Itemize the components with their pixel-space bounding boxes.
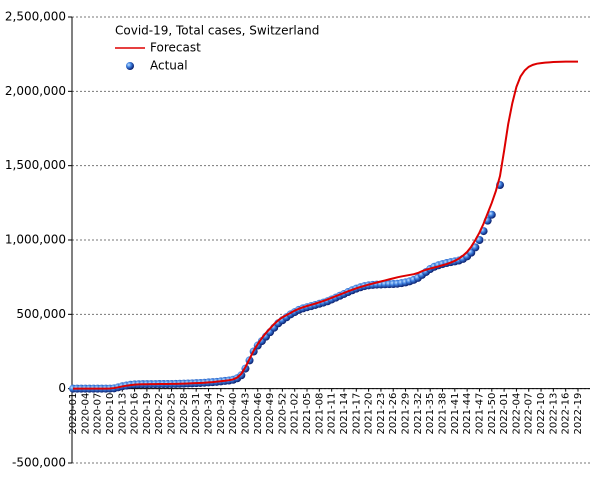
legend-title: Covid-19, Total cases, Switzerland bbox=[115, 24, 319, 38]
x-tick-label: 2021-05 bbox=[302, 393, 313, 435]
y-tick-label: 1,000,000 bbox=[5, 233, 66, 247]
legend-dot-key bbox=[126, 62, 134, 70]
x-tick-label: 2021-17 bbox=[351, 393, 362, 435]
y-tick-label: -500,000 bbox=[12, 456, 66, 470]
x-tick-label: 2020-40 bbox=[228, 393, 239, 435]
x-tick-label: 2021-47 bbox=[474, 393, 485, 435]
x-tick-label: 2021-02 bbox=[290, 393, 301, 435]
x-tick-label: 2020-43 bbox=[240, 393, 251, 435]
x-tick-label: 2022-19 bbox=[573, 393, 584, 435]
x-tick-label: 2020-34 bbox=[203, 393, 214, 435]
x-tick-label: 2021-14 bbox=[339, 393, 350, 435]
y-tick-label: 500,000 bbox=[16, 307, 66, 321]
x-tick-label: 2020-52 bbox=[277, 393, 288, 435]
x-tick-label: 2020-19 bbox=[142, 393, 153, 435]
x-tick-label: 2021-20 bbox=[364, 393, 375, 435]
x-tick-label: 2020-28 bbox=[179, 393, 190, 435]
legend-label: Actual bbox=[150, 59, 188, 73]
x-tick-label: 2021-29 bbox=[401, 393, 412, 435]
x-tick-label: 2020-13 bbox=[117, 393, 128, 435]
x-tick-label: 2021-08 bbox=[314, 393, 325, 435]
x-tick-label: 2020-04 bbox=[80, 393, 91, 435]
x-tick-label: 2020-10 bbox=[105, 393, 116, 435]
x-tick-label: 2021-35 bbox=[425, 393, 436, 435]
x-tick-label: 2022-04 bbox=[511, 393, 522, 435]
x-tick-label: 2021-11 bbox=[327, 393, 338, 435]
x-tick-label: 2020-16 bbox=[130, 393, 141, 435]
x-tick-label: 2022-10 bbox=[536, 393, 547, 435]
x-tick-label: 2020-31 bbox=[191, 393, 202, 435]
x-tick-label: 2022-07 bbox=[524, 393, 535, 435]
x-tick-label: 2020-07 bbox=[93, 393, 104, 435]
x-tick-label: 2021-23 bbox=[376, 393, 387, 435]
x-tick-label: 2020-49 bbox=[265, 393, 276, 435]
data-point bbox=[471, 243, 480, 252]
x-tick-label: 2022-13 bbox=[548, 393, 559, 435]
x-tick-label: 2021-44 bbox=[462, 393, 473, 435]
x-tick-label: 2020-22 bbox=[154, 393, 165, 435]
x-tick-label: 2021-50 bbox=[487, 393, 498, 435]
x-tick-label: 2020-25 bbox=[167, 393, 178, 435]
y-tick-label: 2,500,000 bbox=[5, 10, 66, 24]
forecast-line bbox=[73, 60, 578, 390]
y-tick-label: 0 bbox=[58, 381, 66, 395]
y-tick-label: 2,000,000 bbox=[5, 84, 66, 98]
x-tick-label: 2020-46 bbox=[253, 393, 264, 435]
x-tick-label: 2021-38 bbox=[438, 393, 449, 435]
x-tick-label: 2021-41 bbox=[450, 393, 461, 435]
x-tick-label: 2021-26 bbox=[388, 393, 399, 435]
legend-label: Forecast bbox=[150, 41, 201, 55]
x-tick-label: 2021-32 bbox=[413, 393, 424, 435]
x-tick-label: 2020-01 bbox=[68, 393, 79, 435]
x-tick-label: 2020-37 bbox=[216, 393, 227, 435]
data-point bbox=[487, 210, 496, 219]
x-tick-label: 2022-16 bbox=[561, 393, 572, 435]
y-tick-label: 1,500,000 bbox=[5, 158, 66, 172]
data-point bbox=[237, 371, 246, 380]
x-tick-label: 2022-01 bbox=[499, 393, 510, 435]
